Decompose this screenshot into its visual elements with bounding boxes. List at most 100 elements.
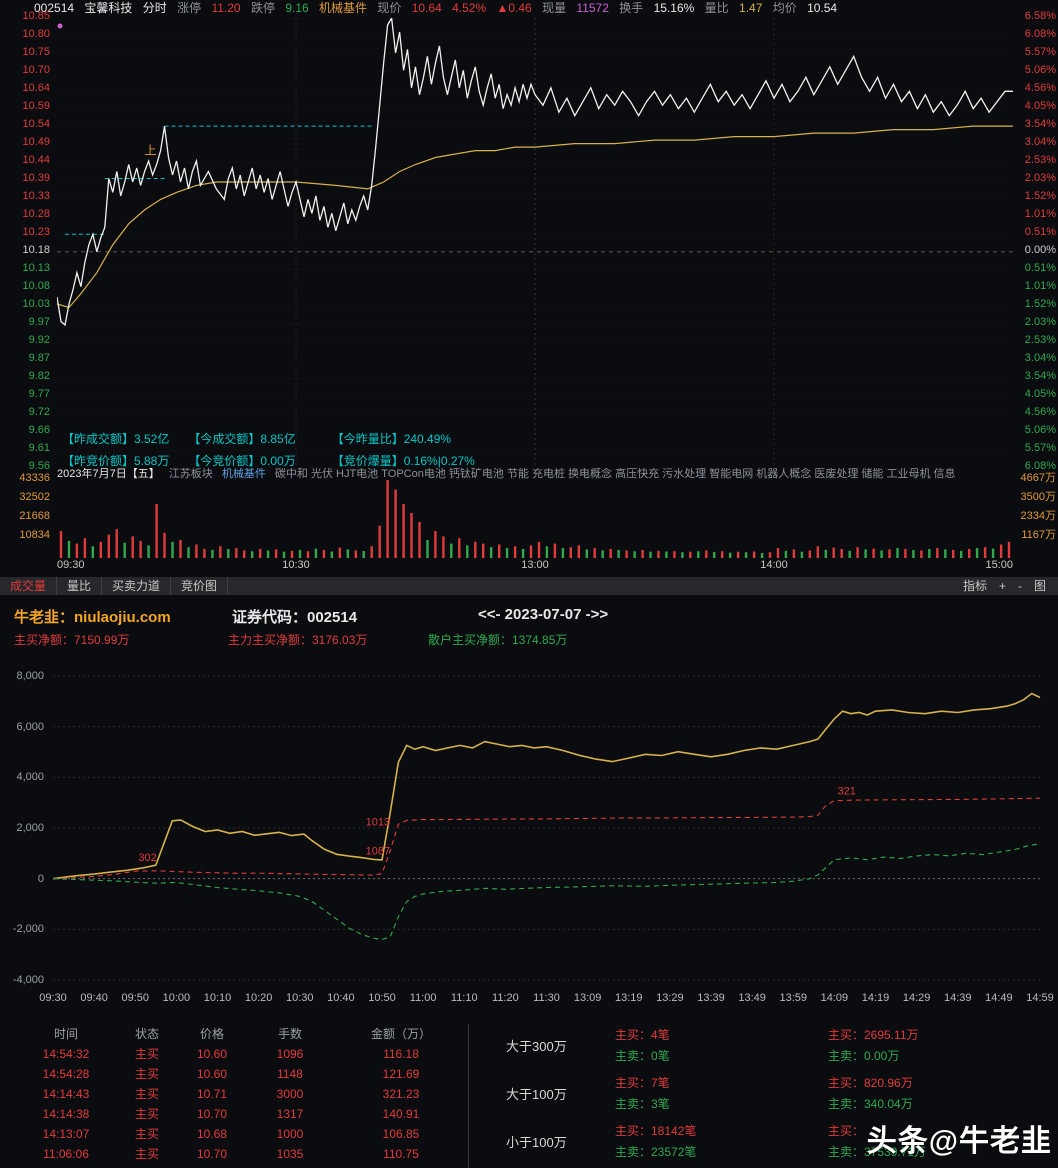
trades-table-header: 时间 状态 价格 手数 金额（万） xyxy=(18,1024,466,1044)
zoom-in-button[interactable]: + xyxy=(998,579,1006,593)
avg-price-value: 10.54 xyxy=(807,1,838,15)
date-navigator[interactable]: <<- 2023-07-07 ->> xyxy=(478,606,609,623)
flow-x-tick: 09:50 xyxy=(121,992,150,1004)
trade-size-summary: 大于300万 主买：4笔 主卖：0笔 主买：2695.11万 主卖：0.00万 大于100… xyxy=(500,1022,1048,1166)
view-mode-label[interactable]: 分时 xyxy=(142,1,167,15)
price-tick: 10.13 xyxy=(22,262,50,274)
avg-price-label: 均价 xyxy=(772,1,797,15)
price-tick: 10.75 xyxy=(22,46,50,58)
trade-cell: 1000 xyxy=(276,1127,304,1141)
zoom-out-button[interactable]: - xyxy=(1017,579,1022,593)
price-tick: 10.18 xyxy=(22,244,50,256)
sell-count: 主卖：3笔 xyxy=(615,1097,670,1111)
chart-style-button[interactable]: 图 xyxy=(1033,579,1046,593)
stock-code: 002514 xyxy=(34,1,75,15)
summary-group-label: 大于100万 xyxy=(506,1087,567,1102)
percent-tick: 1.52% xyxy=(1024,298,1056,310)
trade-cell: 121.69 xyxy=(382,1067,420,1081)
trade-cell: 1317 xyxy=(276,1107,304,1121)
vol-ratio-value: 1.47 xyxy=(739,1,763,15)
brand-title: 牛老韭：niulaojiu.com xyxy=(14,609,171,626)
summary-group-label: 小于100万 xyxy=(506,1135,567,1150)
price-tick: 10.23 xyxy=(22,226,50,238)
summary-group: 小于100万 主买：18142笔 主卖：23572笔 主买： 主卖：37539.71万 xyxy=(500,1118,1048,1166)
concept-boards[interactable]: 碳中和 光伏 HJT电池 TOPCon电池 钙钛矿电池 节能 充电桩 换电概念 … xyxy=(274,468,956,480)
price-tick: 10.85 xyxy=(22,10,50,22)
trade-row[interactable]: 11:06:06 主买 10.70 1035 110.75 xyxy=(18,1144,466,1164)
summary-counts: 主买：18142笔 主卖：23572笔 xyxy=(615,1121,696,1163)
percent-tick: 1.52% xyxy=(1024,190,1056,202)
trade-row[interactable]: 14:14:38 主买 10.70 1317 140.91 xyxy=(18,1104,466,1124)
trades-table-body: 14:54:32 主买 10.60 1096 116.18 14:54:28 主买 10.60… xyxy=(18,1044,466,1164)
volume-amount-tick: 1167万 xyxy=(1021,529,1056,541)
auction-info-line1: 【昨成交额】3.52亿 【今成交额】8.85亿 【今昨量比】240.49% xyxy=(62,428,475,450)
trades-col-header: 状态 xyxy=(134,1027,159,1041)
flow-x-tick: 09:30 xyxy=(39,992,67,1004)
price-tick: 10.28 xyxy=(22,208,50,220)
buy-amount: 主买：820.96万 xyxy=(828,1076,913,1090)
flow-x-tick: 11:10 xyxy=(450,992,478,1004)
price-tick: 10.03 xyxy=(22,298,50,310)
time-tick: 14:00 xyxy=(760,559,788,571)
trade-row[interactable]: 14:54:28 主买 10.60 1148 121.69 xyxy=(18,1064,466,1084)
trades-col-header: 手数 xyxy=(277,1027,302,1041)
flow-x-tick: 14:19 xyxy=(861,992,890,1004)
svg-text:321: 321 xyxy=(838,785,856,797)
buy-count: 主买：7笔 xyxy=(615,1076,670,1090)
percent-tick: 4.56% xyxy=(1024,82,1056,94)
volume-tick: 43336 xyxy=(19,472,50,484)
trade-cell: 10.60 xyxy=(196,1047,228,1061)
flow-y-tick: 2,000 xyxy=(16,822,44,834)
abs-change: ▲0.46 xyxy=(496,1,532,15)
trade-row[interactable]: 14:14:43 主买 10.71 3000 321.23 xyxy=(18,1084,466,1104)
trade-cell: 10.68 xyxy=(196,1127,228,1141)
trade-cell: 14:54:32 xyxy=(42,1047,90,1061)
price-tick: 9.92 xyxy=(28,334,50,346)
flow-x-tick: 13:29 xyxy=(656,992,684,1004)
volume-amount-tick: 2334万 xyxy=(1020,510,1056,522)
trade-row[interactable]: 14:13:07 主买 10.68 1000 106.85 xyxy=(18,1124,466,1144)
price-tick: 10.64 xyxy=(22,82,50,94)
sell-amount: 主卖：37539.71万 xyxy=(828,1145,927,1159)
trade-cell: 14:14:38 xyxy=(42,1107,90,1121)
trade-cell: 主买 xyxy=(134,1047,159,1061)
retail-net-buy: 散户主买净额：1374.85万 xyxy=(428,633,568,647)
auction-info-line2: 【昨竞价额】5.88万 【今竞价额】0.00万 【竞价爆量】0.16%|0.27… xyxy=(62,450,475,472)
flow-y-tick: 6,000 xyxy=(16,720,44,733)
watermark: 头条@牛老韭 xyxy=(866,1125,1052,1158)
price-tick: 10.54 xyxy=(22,118,50,130)
limit-up-label: 涨停 xyxy=(177,1,202,15)
tab-量比[interactable]: 量比 xyxy=(57,577,103,595)
price-tick: 9.87 xyxy=(28,352,50,364)
region-board[interactable]: 江苏板块 xyxy=(168,468,213,480)
summary-amounts: 主买：820.96万 主卖：340.04万 xyxy=(828,1073,913,1115)
flow-y-tick: 4,000 xyxy=(16,771,44,784)
percent-tick: 4.05% xyxy=(1024,100,1056,112)
today-turnover: 【今成交额】8.85亿 xyxy=(188,432,296,446)
price-tick: 10.70 xyxy=(22,64,50,76)
flow-y-tick: -2,000 xyxy=(12,923,44,936)
trade-cell: 106.85 xyxy=(382,1127,420,1141)
percent-tick: 1.01% xyxy=(1024,280,1056,292)
volume-tick: 10834 xyxy=(19,529,50,541)
indicator-button[interactable]: 指标 xyxy=(962,579,987,593)
price-tick: 9.77 xyxy=(28,388,50,400)
price-tick: 10.49 xyxy=(22,136,50,148)
flow-x-tick: 13:09 xyxy=(573,992,602,1004)
price-tick: 9.61 xyxy=(28,442,50,454)
trade-row[interactable]: 14:54:32 主买 10.60 1096 116.18 xyxy=(18,1044,466,1064)
percent-tick: 5.57% xyxy=(1024,46,1056,58)
tab-竞价图[interactable]: 竞价图 xyxy=(171,577,229,595)
tab-买卖力道[interactable]: 买卖力道 xyxy=(102,577,172,595)
tab-成交量[interactable]: 成交量 xyxy=(0,577,58,595)
flow-x-tick: 14:49 xyxy=(985,992,1013,1004)
trade-cell: 主买 xyxy=(134,1107,159,1121)
svg-text:1013: 1013 xyxy=(366,816,390,828)
stock-name[interactable]: 宝馨科技 xyxy=(84,1,133,15)
flow-x-tick: 11:00 xyxy=(409,992,437,1004)
trade-cell: 10.70 xyxy=(196,1147,228,1161)
percent-tick: 4.56% xyxy=(1024,406,1056,418)
time-tick: 15:00 xyxy=(985,559,1013,571)
sector-link[interactable]: 机械基件 xyxy=(319,1,368,15)
industry-board[interactable]: 机械基件 xyxy=(221,468,266,480)
